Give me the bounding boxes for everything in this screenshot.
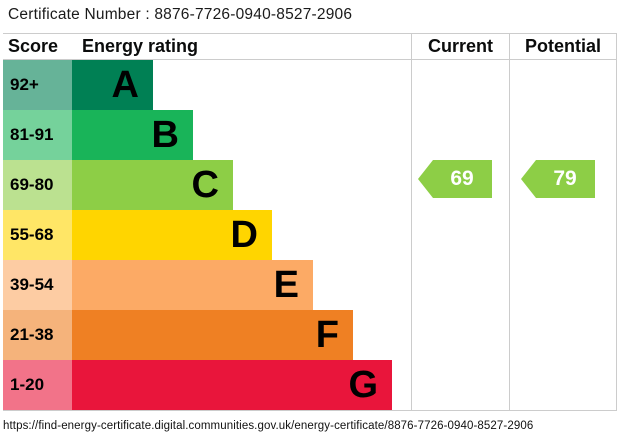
potential-column: 79 bbox=[509, 60, 616, 410]
table-body: 92+ A 81-91 B 69-80 C 55-68 D 39-54 E bbox=[3, 60, 616, 411]
band-row-g: 1-20 G bbox=[3, 360, 411, 410]
header-score: Score bbox=[8, 36, 59, 56]
score-range-label: 39-54 bbox=[3, 260, 72, 310]
band-row-a: 92+ A bbox=[3, 60, 411, 110]
header-energy-rating: Energy rating bbox=[82, 36, 199, 56]
rating-letter: A bbox=[111, 64, 139, 106]
header-potential: Potential bbox=[509, 34, 616, 59]
rating-bar-f: F bbox=[72, 310, 353, 360]
band-row-e: 39-54 E bbox=[3, 260, 411, 310]
score-range-label: 55-68 bbox=[3, 210, 72, 260]
footer-url: https://find-energy-certificate.digital.… bbox=[3, 420, 534, 432]
rating-letter: C bbox=[191, 164, 219, 206]
certificate-number: Certificate Number : 8876-7726-0940-8527… bbox=[8, 6, 353, 23]
rating-bar-c: C bbox=[72, 160, 233, 210]
header-current: Current bbox=[411, 34, 509, 59]
score-range-label: 69-80 bbox=[3, 160, 72, 210]
potential-arrow: 79 bbox=[521, 160, 595, 198]
rating-letter: F bbox=[315, 314, 339, 356]
rating-bands: 92+ A 81-91 B 69-80 C 55-68 D 39-54 E bbox=[3, 60, 411, 410]
potential-value: 79 bbox=[553, 167, 577, 190]
rating-letter: E bbox=[273, 264, 299, 306]
band-row-d: 55-68 D bbox=[3, 210, 411, 260]
rating-bar-g: G bbox=[72, 360, 392, 410]
rating-bar-b: B bbox=[72, 110, 193, 160]
rating-letter: G bbox=[348, 364, 378, 406]
table-header-row: Score Energy rating Current Potential bbox=[3, 33, 616, 60]
current-column: 69 bbox=[411, 60, 509, 410]
rating-letter: D bbox=[230, 214, 258, 256]
band-row-b: 81-91 B bbox=[3, 110, 411, 160]
band-row-f: 21-38 F bbox=[3, 310, 411, 360]
score-range-label: 81-91 bbox=[3, 110, 72, 160]
rating-bar-d: D bbox=[72, 210, 272, 260]
band-row-c: 69-80 C bbox=[3, 160, 411, 210]
score-range-label: 21-38 bbox=[3, 310, 72, 360]
score-range-label: 92+ bbox=[3, 60, 72, 110]
rating-bar-a: A bbox=[72, 60, 153, 110]
epc-table: Score Energy rating Current Potential 92… bbox=[3, 33, 617, 411]
rating-letter: B bbox=[151, 114, 179, 156]
current-value: 69 bbox=[450, 167, 474, 190]
rating-bar-e: E bbox=[72, 260, 313, 310]
score-range-label: 1-20 bbox=[3, 360, 72, 410]
current-arrow: 69 bbox=[418, 160, 492, 198]
